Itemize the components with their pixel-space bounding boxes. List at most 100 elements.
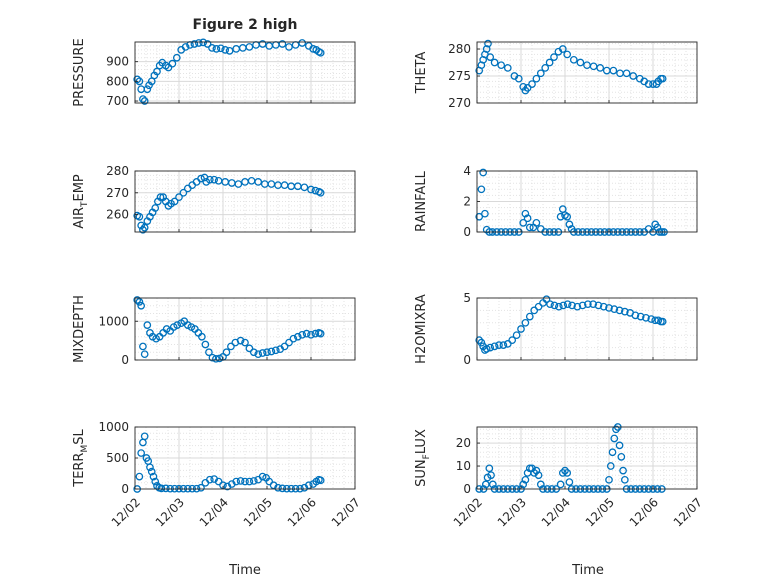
data-point [596,64,605,72]
data-point [563,300,572,309]
data-point [620,475,629,484]
data-point [172,53,181,62]
data-point [254,350,263,359]
x-tick-label: 12/03 [495,495,529,529]
axes-box [476,41,698,104]
data-point [143,321,152,329]
data-point [477,185,486,194]
data-point [605,304,613,312]
data-point [194,39,203,47]
data-point [135,298,144,306]
x-tick-label: 12/02 [451,495,485,529]
data-point [658,317,667,326]
data-point [636,312,645,321]
data-point [503,64,512,72]
data-point [139,342,147,351]
data-point [203,40,212,48]
data-point [605,475,613,484]
data-point [151,477,160,486]
subplot-pressure: 700 800 900 PRESSURE [72,38,356,108]
y-axis-label-rainfall: RAINFALL [414,170,429,231]
data-point [477,338,486,347]
data-point [534,471,543,480]
data-point [298,39,307,47]
data-point [147,467,156,476]
data-point [512,331,521,340]
data-point [503,340,512,348]
data-point [304,481,313,490]
data-point [161,484,170,493]
data-point [558,469,567,477]
y-tick-label: 1000 [98,420,129,434]
data-point [609,66,618,75]
data-point [221,46,230,54]
data-point [241,338,249,347]
data-point [307,185,315,194]
data-point [481,209,489,218]
data-point [589,300,598,309]
y-axis-label-sun-f-lux: SUNFLUX [414,429,432,487]
data-point [168,59,177,68]
data-point [179,188,188,197]
data-point [258,349,267,357]
data-point [528,80,536,88]
y-tick-label: 0 [463,225,471,239]
data-point [140,432,149,441]
data-point [519,480,528,489]
x-tick-label: 12/04 [539,495,573,529]
data-point [484,39,492,48]
y-axis-label-mixdepth: MIXDEPTH [72,295,87,363]
data-point [486,343,495,352]
subplot-h2omixra: 0 5 H2OMIXRA [414,291,698,367]
y-axis-label-pressure: PRESSURE [72,38,87,106]
data-point [568,301,576,310]
data-point [234,180,243,188]
data-point [225,47,234,55]
data-point [530,469,539,477]
subplot-rainfall: 0 2 4 RAINFALL [414,164,698,239]
y-tick-label: 800 [106,74,129,88]
y-tick-label: 4 [463,164,471,178]
data-point [133,75,142,84]
data-point [653,223,662,232]
data-point [289,334,298,343]
data-point [606,462,615,470]
data-point [181,43,190,51]
data-point [576,58,585,67]
data-point [245,344,254,353]
data-point [245,43,254,51]
data-point [258,472,267,481]
data-point [278,484,287,493]
y-tick-label: 260 [106,208,129,222]
x-axis-label-right: Time [571,563,604,578]
data-point [222,348,231,357]
data-point [212,45,221,53]
data-point [599,302,608,311]
data-point [642,313,650,322]
subplot-terr-m-sl: 0 500 1000 TERRMSL 12/02 12/03 12/04 12/05 12/06… [72,420,363,530]
data-point [482,45,491,53]
data-point [175,193,183,201]
y-tick-label: 280 [448,42,471,56]
data-point [201,340,210,349]
data-point [139,95,147,103]
data-point [647,315,656,323]
axes-box [134,297,356,361]
data-point [610,434,619,443]
data-point [140,223,149,232]
data-point [280,342,289,351]
data-point [497,61,506,70]
x-tick-label: 12/05 [583,495,617,529]
data-point [285,338,293,347]
data-point [615,306,624,315]
x-tick-label: 12/02 [109,495,143,529]
y-axis-label-terr-m-sl: TERRMSL [72,428,90,487]
data-point [569,55,578,64]
y-axis-label-theta: THETA [414,52,429,95]
data-point [293,332,302,341]
data-point [488,480,497,489]
data-point [173,321,182,329]
y-tick-label: 700 [106,94,129,108]
data-point [608,448,617,457]
data-point [316,329,325,338]
